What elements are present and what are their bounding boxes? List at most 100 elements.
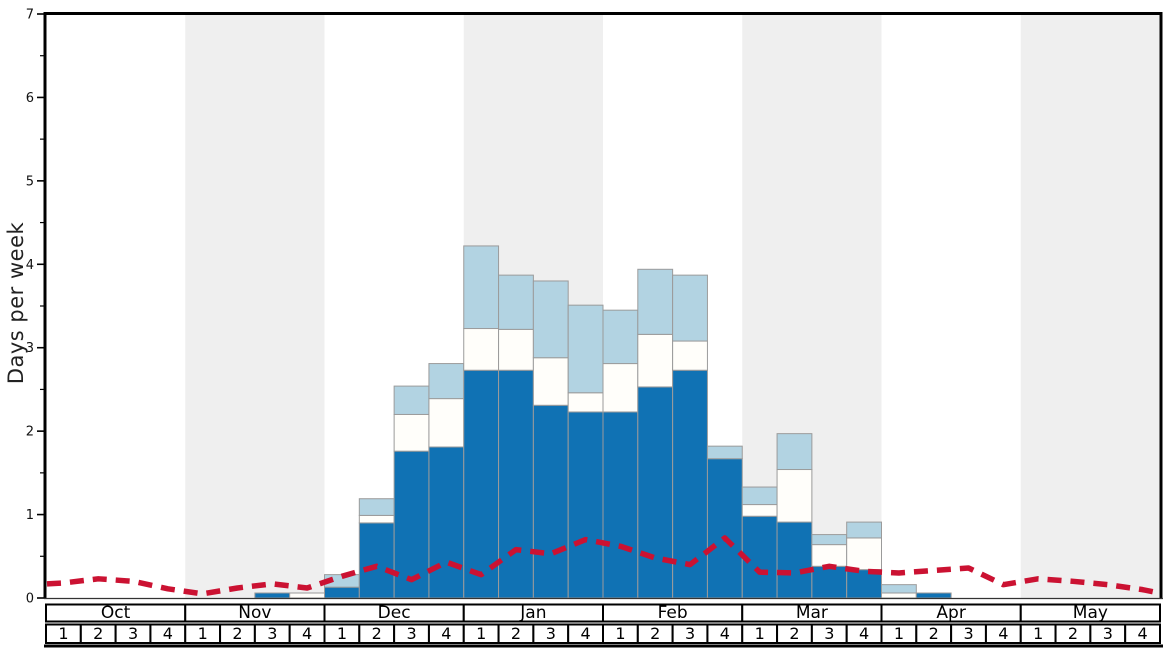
week-label: 4 bbox=[720, 624, 730, 643]
bar-segment-dark bbox=[498, 369, 534, 599]
week-label: 1 bbox=[1033, 624, 1043, 643]
bar-segment-dark bbox=[567, 411, 604, 599]
month-shade-band bbox=[1020, 14, 1160, 598]
week-label: 3 bbox=[128, 624, 138, 643]
bar-segment-dark bbox=[602, 411, 639, 599]
bar-segment-white bbox=[602, 363, 639, 413]
week-label: 4 bbox=[441, 624, 451, 643]
week-label: 2 bbox=[93, 624, 103, 643]
y-tick-label: 4 bbox=[26, 258, 34, 273]
week-label: 3 bbox=[963, 624, 973, 643]
bar-segment-white bbox=[567, 392, 604, 413]
y-axis-title: Days per week bbox=[4, 221, 28, 385]
rain-line bbox=[46, 535, 1160, 597]
plot-frame bbox=[43, 12, 1163, 598]
week-label: 1 bbox=[615, 624, 625, 643]
week-label: 4 bbox=[163, 624, 173, 643]
bar-segment-light bbox=[567, 304, 604, 394]
month-cell bbox=[1019, 603, 1161, 623]
bar-segment-dark bbox=[358, 522, 395, 599]
bar-segment-dark bbox=[393, 450, 430, 599]
bar-segment-white bbox=[811, 544, 848, 567]
month-label: Nov bbox=[238, 603, 271, 623]
bar-segment-light bbox=[846, 521, 882, 539]
bar-segment-light bbox=[637, 268, 674, 335]
y-tick-label: 7 bbox=[26, 8, 34, 23]
y-tick-label: 6 bbox=[26, 91, 34, 106]
week-label: 1 bbox=[755, 624, 765, 643]
bar-segment-light bbox=[428, 363, 465, 400]
bar-segment-white bbox=[672, 340, 708, 371]
bar-segment-white bbox=[637, 333, 674, 388]
bar-segment-light bbox=[463, 245, 500, 330]
week-label: 3 bbox=[685, 624, 695, 643]
bar-segment-white bbox=[498, 328, 534, 371]
bar-segment-white bbox=[393, 413, 430, 452]
month-label: May bbox=[1073, 603, 1108, 623]
week-label: 1 bbox=[476, 624, 486, 643]
bar-segment-white bbox=[846, 537, 882, 571]
bar-segment-white bbox=[776, 469, 813, 523]
month-label: Feb bbox=[658, 603, 688, 623]
bar-segment-light bbox=[393, 385, 430, 415]
week-label: 1 bbox=[337, 624, 347, 643]
bar-segment-dark bbox=[324, 586, 360, 599]
bar-segment-dark bbox=[776, 521, 813, 599]
week-label: 4 bbox=[302, 624, 312, 643]
bottom-border bbox=[44, 644, 1163, 648]
bar-segment-light bbox=[811, 534, 848, 546]
month-label: Jan bbox=[519, 603, 546, 623]
bar-segment-dark bbox=[811, 565, 848, 599]
bar-segment-white bbox=[741, 504, 778, 517]
week-cell bbox=[1124, 623, 1161, 644]
week-label: 1 bbox=[198, 624, 208, 643]
week-label: 3 bbox=[824, 624, 834, 643]
week-label: 2 bbox=[372, 624, 382, 643]
bar-segment-light bbox=[706, 445, 743, 460]
bar-segment-white bbox=[289, 592, 325, 599]
month-shade-band bbox=[185, 14, 325, 598]
bar-segment-white bbox=[428, 398, 465, 448]
month-label: Dec bbox=[378, 603, 411, 623]
bar-segment-light bbox=[358, 498, 395, 516]
bar-segment-light bbox=[741, 486, 778, 506]
week-label: 2 bbox=[1068, 624, 1078, 643]
week-label: 2 bbox=[511, 624, 521, 643]
y-tick-label: 0 bbox=[26, 592, 34, 607]
bar-segment-white bbox=[463, 328, 500, 371]
week-label: 4 bbox=[998, 624, 1008, 643]
month-label: Apr bbox=[936, 603, 965, 623]
bar-segment-light bbox=[881, 584, 917, 594]
week-label: 2 bbox=[232, 624, 242, 643]
bar-segment-light bbox=[602, 309, 639, 365]
y-tick-label: 2 bbox=[26, 425, 34, 440]
bar-segment-light bbox=[776, 433, 813, 471]
week-label: 4 bbox=[1138, 624, 1148, 643]
week-label: 3 bbox=[546, 624, 556, 643]
bar-segment-dark bbox=[706, 458, 743, 599]
week-label: 3 bbox=[1103, 624, 1113, 643]
bar-segment-light bbox=[532, 280, 569, 359]
month-label: Mar bbox=[796, 603, 828, 623]
bar-segment-dark bbox=[254, 592, 291, 599]
bar-segment-dark bbox=[637, 386, 674, 599]
week-label: 2 bbox=[650, 624, 660, 643]
bar-segment-white bbox=[532, 357, 569, 406]
bar-segment-white bbox=[881, 592, 917, 599]
week-label: 4 bbox=[581, 624, 591, 643]
bar-segment-dark bbox=[915, 592, 952, 599]
week-label: 2 bbox=[929, 624, 939, 643]
bar-segment-white bbox=[358, 514, 395, 524]
week-label: 1 bbox=[58, 624, 68, 643]
bar-segment-dark bbox=[428, 446, 465, 599]
bar-segment-light bbox=[498, 274, 534, 330]
y-tick-label: 3 bbox=[26, 341, 34, 356]
bar-segment-dark bbox=[532, 404, 569, 599]
y-tick-label: 5 bbox=[26, 174, 34, 189]
week-label: 1 bbox=[894, 624, 904, 643]
y-tick-label: 1 bbox=[26, 508, 34, 523]
week-label: 3 bbox=[406, 624, 416, 643]
bar-segment-light bbox=[672, 274, 708, 342]
